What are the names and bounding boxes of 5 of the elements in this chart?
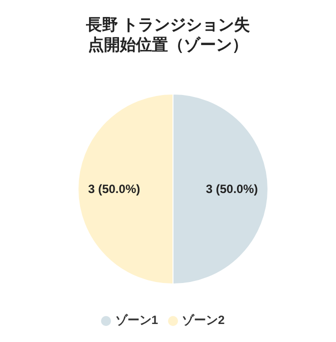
data-label: 3 (50.0%) [88,182,140,196]
chart-title: 長野 トランジション失点開始位置（ゾーン） [84,16,252,56]
legend-label: ゾーン1 [115,313,158,327]
data-label: 3 (50.0%) [206,182,258,196]
legend-label: ゾーン2 [182,313,225,327]
